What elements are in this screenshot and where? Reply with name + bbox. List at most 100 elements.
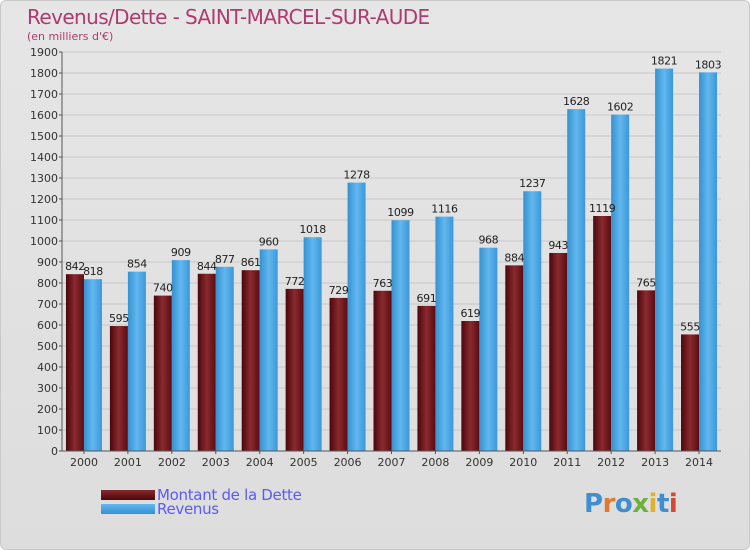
data-label-debt-2006: 729 [329, 284, 349, 297]
x-tick-label-2008: 2008 [421, 456, 449, 469]
bar-debt-2010 [505, 265, 524, 451]
y-tick-label: 1800 [30, 67, 58, 80]
bar-debt-2009 [461, 321, 480, 451]
logo-text: Proxiti [584, 489, 678, 519]
x-tick-label-2000: 2000 [70, 456, 98, 469]
data-label-debt-2014: 555 [680, 320, 700, 333]
y-tick-label: 500 [37, 340, 58, 353]
data-label-revenue-2008: 1116 [431, 203, 458, 216]
data-label-revenue-2007: 1099 [387, 206, 414, 219]
bar-debt-2005 [285, 288, 304, 451]
legend-item-revenue: Revenus [101, 500, 219, 518]
bar-revenue-2002 [171, 260, 190, 451]
proxiti-logo: Proxiti [584, 489, 678, 519]
legend-label-revenue: Revenus [157, 500, 219, 518]
data-label-revenue-2012: 1602 [607, 101, 633, 114]
data-label-debt-2008: 691 [417, 292, 437, 305]
bar-debt-2006 [329, 297, 348, 451]
data-label-debt-2009: 619 [460, 307, 480, 320]
data-label-revenue-2014: 1803 [695, 58, 722, 71]
legend-label-debt: Montant de la Dette [157, 486, 302, 504]
data-label-debt-2007: 763 [373, 277, 393, 290]
data-label-revenue-2000: 818 [83, 265, 103, 278]
bar-debt-2014 [681, 334, 700, 451]
data-label-revenue-2009: 968 [478, 234, 498, 247]
data-label-revenue-2005: 1018 [299, 223, 326, 236]
bar-revenue-2004 [259, 249, 278, 451]
y-tick-label: 1100 [30, 214, 58, 227]
bar-debt-2002 [153, 295, 172, 451]
bar-debt-2013 [637, 290, 656, 451]
y-tick-label: 800 [37, 277, 58, 290]
bar-revenue-2014 [699, 72, 718, 452]
y-tick-label: 900 [37, 256, 58, 269]
bar-revenue-2013 [655, 68, 674, 451]
data-label-debt-2000: 842 [65, 260, 85, 273]
bar-debt-2008 [417, 305, 436, 451]
legend-item-debt: Montant de la Dette [101, 486, 302, 504]
data-label-revenue-2011: 1628 [563, 95, 590, 108]
data-label-revenue-2013: 1821 [651, 55, 677, 68]
data-label-debt-2012: 1119 [589, 202, 616, 215]
data-label-debt-2011: 943 [548, 239, 568, 252]
bar-revenue-2012 [611, 114, 630, 451]
data-label-debt-2004: 861 [241, 256, 261, 269]
y-tick-label: 600 [37, 319, 58, 332]
bar-debt-2012 [593, 216, 612, 451]
x-tick-label-2006: 2006 [334, 456, 362, 469]
bar-debt-2003 [197, 273, 216, 451]
data-label-debt-2010: 884 [504, 251, 524, 264]
bar-debt-2000 [65, 274, 84, 451]
bar-debt-2004 [241, 270, 260, 451]
y-tick-label: 700 [37, 298, 58, 311]
bar-revenue-2003 [215, 266, 234, 451]
data-label-revenue-2001: 854 [127, 258, 147, 271]
data-label-debt-2013: 765 [636, 276, 656, 289]
y-tick-label: 0 [51, 445, 58, 458]
bar-revenue-2007 [391, 220, 410, 451]
x-tick-label-2014: 2014 [685, 456, 713, 469]
x-tick-label-2013: 2013 [641, 456, 669, 469]
y-tick-label: 400 [37, 361, 58, 374]
y-tick-label: 1500 [30, 130, 58, 143]
x-tick-label-2009: 2009 [465, 456, 493, 469]
x-tick-label-2001: 2001 [114, 456, 142, 469]
data-label-revenue-2006: 1278 [343, 169, 370, 182]
y-tick-label: 1200 [30, 193, 58, 206]
chart-title: Revenus/Dette - SAINT-MARCEL-SUR-AUDE [27, 5, 430, 29]
y-tick-label: 1900 [30, 46, 58, 59]
y-tick-label: 1700 [30, 88, 58, 101]
x-tick-label-2007: 2007 [378, 456, 406, 469]
bar-revenue-2000 [83, 279, 102, 451]
data-label-revenue-2003: 877 [215, 253, 235, 266]
y-tick-label: 1400 [30, 151, 58, 164]
chart-subtitle: (en milliers d'€) [27, 30, 114, 43]
y-tick-label: 1000 [30, 235, 58, 248]
bar-revenue-2008 [435, 216, 454, 451]
x-tick-label-2011: 2011 [553, 456, 581, 469]
data-label-revenue-2004: 960 [259, 235, 279, 248]
data-label-revenue-2010: 1237 [519, 177, 546, 190]
bar-revenue-2006 [347, 182, 366, 451]
bar-revenue-2009 [479, 247, 498, 451]
legend-swatch-debt [101, 490, 155, 500]
bar-revenue-2010 [523, 191, 542, 452]
bar-debt-2011 [549, 252, 568, 451]
x-tick-label-2010: 2010 [509, 456, 537, 469]
data-label-debt-2005: 772 [285, 275, 305, 288]
data-label-debt-2001: 595 [109, 312, 129, 325]
bar-revenue-2001 [127, 271, 146, 451]
legend-swatch-revenue [101, 504, 155, 514]
x-tick-label-2003: 2003 [202, 456, 230, 469]
data-label-debt-2003: 844 [197, 260, 217, 273]
bar-debt-2001 [109, 326, 128, 451]
x-tick-label-2004: 2004 [246, 456, 274, 469]
y-tick-label: 300 [37, 382, 58, 395]
bar-revenue-2011 [567, 109, 586, 452]
x-tick-label-2005: 2005 [290, 456, 318, 469]
x-tick-label-2012: 2012 [597, 456, 625, 469]
data-label-revenue-2002: 909 [171, 246, 191, 259]
y-tick-label: 100 [37, 424, 58, 437]
